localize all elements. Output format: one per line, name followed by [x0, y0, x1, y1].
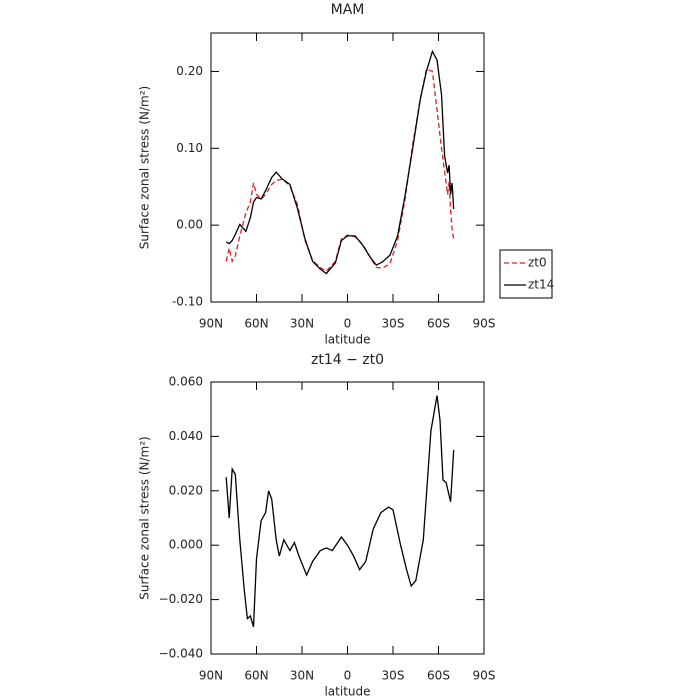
y-axis-label: Surface zonal stress (N/m²) [138, 436, 152, 600]
y-tick-label: 0.10 [176, 141, 203, 155]
x-axis-label: latitude [324, 333, 370, 347]
plot-frame [210, 32, 485, 303]
x-tick-label: 60S [427, 317, 450, 331]
y-tick-label: 0.060 [169, 375, 203, 389]
chart-title: MAM [331, 2, 365, 18]
legend-box [499, 249, 553, 299]
data-line [225, 49, 455, 275]
data-line [225, 395, 455, 627]
x-tick-label: 90S [473, 669, 496, 683]
y-tick-label: −0.040 [159, 647, 203, 661]
y-tick-label: 0.000 [169, 538, 203, 552]
x-tick-label: 30S [382, 317, 405, 331]
x-tick-label: 30N [290, 317, 314, 331]
data-line [225, 68, 455, 273]
x-tick-label: 0 [344, 669, 352, 683]
x-tick-label: 90N [199, 669, 223, 683]
legend-label: zt0 [528, 256, 547, 270]
plot-frame [210, 381, 485, 655]
x-tick-label: 90N [199, 317, 223, 331]
x-tick-label: 30S [382, 669, 405, 683]
x-tick-label: 60N [244, 317, 268, 331]
y-tick-label: 0.040 [169, 429, 203, 443]
x-tick-label: 60S [427, 669, 450, 683]
y-tick-label: -0.10 [172, 295, 203, 309]
y-tick-label: 0.00 [176, 218, 203, 232]
legend-label: zt14 [528, 278, 554, 292]
x-tick-label: 0 [344, 317, 352, 331]
y-axis-label: Surface zonal stress (N/m²) [138, 86, 152, 250]
x-tick-label: 30N [290, 669, 314, 683]
x-axis-label: latitude [324, 685, 370, 699]
chart-title: zt14 − zt0 [311, 352, 384, 368]
y-tick-label: 0.020 [169, 483, 203, 497]
y-tick-label: −0.020 [159, 592, 203, 606]
x-tick-label: 90S [473, 317, 496, 331]
x-tick-label: 60N [244, 669, 268, 683]
y-tick-label: 0.20 [176, 64, 203, 78]
